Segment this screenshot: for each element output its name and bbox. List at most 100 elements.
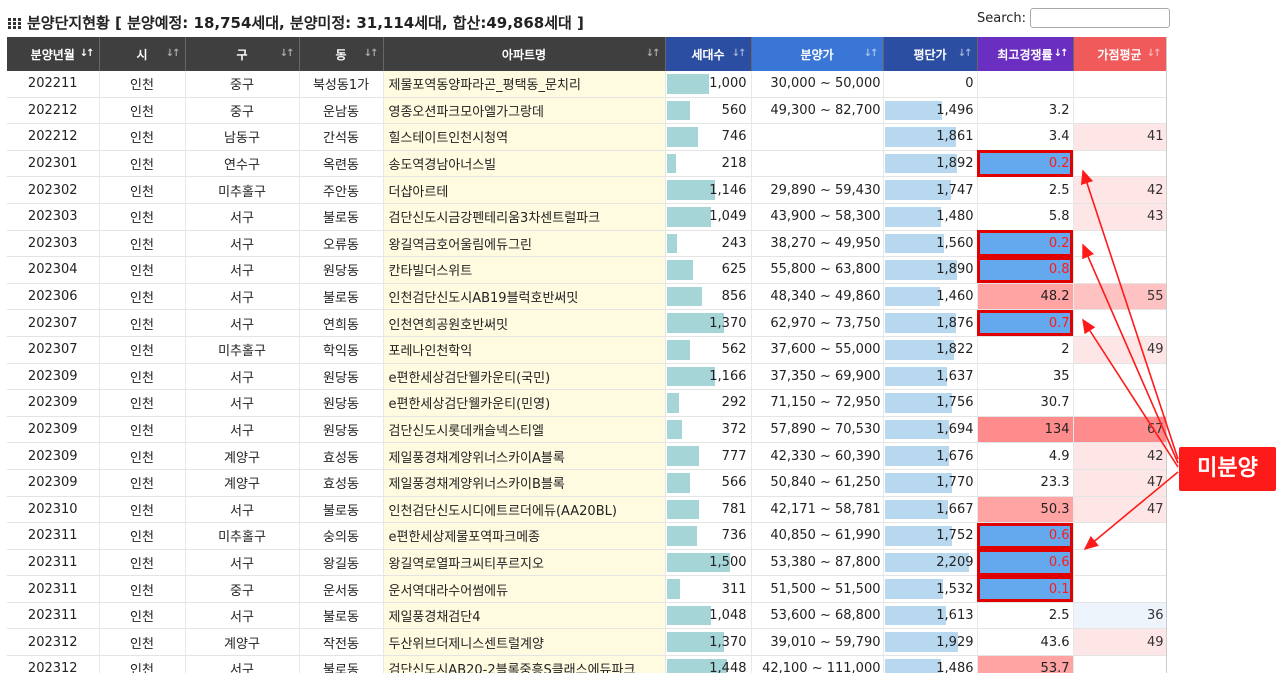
table-row[interactable]: 202310 인천 서구 불로동 인천검단신도시디에트르더에듀(AA20BL) 781 42… [7, 496, 1166, 524]
table-row[interactable]: 202309 인천 서구 원당동 e편한세상검단웰카운티(민영) 292 71,150 ~ … [7, 389, 1166, 417]
table-row[interactable]: 202309 인천 계양구 효성동 제일풍경채계양위너스카이B블록 566 50,840 ~… [7, 469, 1166, 497]
cell-apartment-name: 두산위브더제니스센트럴계양 [383, 628, 666, 657]
column-header-label: 시 [136, 47, 148, 62]
sort-icon[interactable]: ↓↑ [1053, 48, 1069, 59]
units-value: 566 [721, 475, 747, 491]
table-row[interactable]: 202306 인천 서구 불로동 인천검단신도시AB19블럭호반써밋 856 48,340 … [7, 283, 1166, 311]
units-bar [666, 472, 691, 493]
units-bar [666, 127, 698, 147]
column-header-gu[interactable]: 구 ↓↑ [185, 37, 300, 71]
search-input[interactable] [1030, 8, 1170, 28]
cell-units: 1,166 [665, 363, 752, 391]
sort-icon[interactable]: ↓↑ [731, 48, 747, 59]
column-header-dong[interactable]: 동 ↓↑ [299, 37, 384, 71]
units-value: 1,370 [709, 315, 747, 331]
cell-district: 서구 [185, 203, 300, 231]
cell-competition-rate-unsold: 0.2 [977, 230, 1074, 258]
sort-icon[interactable]: ↓↑ [645, 48, 661, 59]
cell-price-per-pyeong: 1,560 [883, 230, 978, 258]
cell-city: 인천 [99, 363, 186, 391]
units-bar [666, 659, 728, 673]
cell-district: 미추홀구 [185, 176, 300, 204]
cell-price-per-pyeong: 1,770 [883, 469, 978, 497]
cell-district: 서구 [185, 496, 300, 524]
unsold-callout: 미분양 [1179, 447, 1276, 491]
units-bar [666, 286, 703, 307]
sort-icon[interactable]: ↓↑ [363, 48, 379, 59]
table-row[interactable]: 202307 인천 미추홀구 학익동 포레나인천학익 562 37,600 ~ 55,000… [7, 336, 1166, 364]
cell-average-score [1073, 363, 1166, 391]
sort-icon[interactable]: ↓↑ [279, 48, 295, 59]
cell-city: 인천 [99, 123, 186, 151]
table-row[interactable]: 202309 인천 서구 원당동 검단신도시롯데캐슬넥스티엘 372 57,890 ~ 70… [7, 416, 1166, 444]
column-header-price[interactable]: 분양가 ↓↑ [751, 37, 884, 71]
cell-average-score: 43 [1073, 203, 1166, 231]
cell-neighborhood: 효성동 [299, 469, 384, 497]
units-bar [666, 180, 715, 200]
table-row[interactable]: 202311 인천 미추홀구 숭의동 e편한세상제물포역파크메종 736 40,850 ~ … [7, 522, 1166, 550]
price-per-pyeong-value: 1,560 [936, 235, 974, 251]
column-header-ppy[interactable]: 평단가 ↓↑ [883, 37, 978, 71]
table-row[interactable]: 202212 인천 남동구 간석동 힐스테이트인천시청역 746 1,861 3.4 41 [7, 123, 1166, 151]
table-row[interactable]: 202304 인천 서구 원당동 칸타빌더스위트 625 55,800 ~ 63,800 1,… [7, 256, 1166, 284]
cell-sale-price: 40,850 ~ 61,990 [751, 522, 884, 550]
table-row[interactable]: 202303 인천 서구 오류동 왕길역금호어울림에듀그린 243 38,270 ~ 49,… [7, 230, 1166, 258]
units-value: 625 [721, 262, 747, 278]
cell-price-per-pyeong: 1,747 [883, 176, 978, 204]
cell-price-per-pyeong: 1,532 [883, 575, 978, 603]
price-per-pyeong-bar [884, 393, 952, 413]
sort-icon[interactable]: ↓↑ [1146, 48, 1162, 59]
cell-average-score [1073, 522, 1166, 550]
table-row[interactable]: 202303 인천 서구 불로동 검단신도시금강펜테리움3차센트럴파크 1,049 43,9… [7, 203, 1166, 231]
table-row[interactable]: 202312 인천 서구 불로동 검단신도시AB20-2블록중흥S클래스에듀파크 1,44… [7, 655, 1166, 673]
cell-district: 서구 [185, 230, 300, 258]
sort-icon[interactable]: ↓↑ [79, 48, 95, 59]
units-bar [666, 74, 709, 94]
column-header-avg[interactable]: 가점평균 ↓↑ [1073, 37, 1166, 71]
column-header-ym[interactable]: 분양년월 ↓↑ [7, 37, 100, 71]
cell-apartment-name: 포레나인천학익 [383, 336, 666, 364]
column-header-label: 분양가 [800, 47, 834, 62]
sort-icon[interactable]: ↓↑ [165, 48, 181, 59]
cell-sale-price: 30,000 ~ 50,000 [751, 71, 884, 98]
column-header-apt[interactable]: 아파트명 ↓↑ [383, 37, 666, 71]
column-header-units[interactable]: 세대수 ↓↑ [665, 37, 752, 71]
price-per-pyeong-value: 1,676 [936, 448, 974, 464]
cell-units: 1,049 [665, 203, 752, 231]
table-row[interactable]: 202311 인천 서구 왕길동 왕길역로열파크씨티푸르지오 1,500 53,380 ~ … [7, 549, 1166, 577]
table-row[interactable]: 202309 인천 서구 원당동 e편한세상검단웰카운티(국민) 1,166 37,350 … [7, 363, 1166, 391]
table-row[interactable]: 202307 인천 서구 연희동 인천연희공원호반써밋 1,370 62,970 ~ 73,… [7, 309, 1166, 337]
cell-average-score: 49 [1073, 336, 1166, 364]
table-row[interactable]: 202301 인천 연수구 옥련동 송도역경남아너스빌 218 1,892 0.2 [7, 150, 1166, 178]
cell-units: 292 [665, 389, 752, 417]
cell-apartment-name: e편한세상검단웰카운티(국민) [383, 363, 666, 391]
column-header-si[interactable]: 시 ↓↑ [99, 37, 186, 71]
column-header-comp[interactable]: 최고경쟁률 ↓↑ [977, 37, 1074, 71]
cell-units: 311 [665, 575, 752, 603]
units-bar [666, 579, 680, 599]
cell-apartment-name: 운서역대라수어썸에듀 [383, 575, 666, 603]
cell-sale-month: 202307 [7, 336, 100, 364]
cell-units: 372 [665, 416, 752, 444]
cell-units: 566 [665, 469, 752, 497]
table-row[interactable]: 202311 인천 서구 불로동 제일풍경채검단4 1,048 53,600 ~ 68,80… [7, 602, 1166, 630]
sort-icon[interactable]: ↓↑ [863, 48, 879, 59]
cell-sale-month: 202301 [7, 150, 100, 178]
table-row[interactable]: 202311 인천 중구 운서동 운서역대라수어썸에듀 311 51,500 ~ 51,50… [7, 575, 1166, 603]
sort-icon[interactable]: ↓↑ [957, 48, 973, 59]
cell-price-per-pyeong: 1,694 [883, 416, 978, 444]
table-row[interactable]: 202212 인천 중구 운남동 영종오션파크모아엘가그랑데 560 49,300 ~ 82… [7, 97, 1166, 125]
cell-apartment-name: 검단신도시금강펜테리움3차센트럴파크 [383, 203, 666, 231]
table-row[interactable]: 202211 인천 중구 북성동1가 제물포역동양파라곤_평택동_문치리 1,000 30,… [7, 71, 1166, 98]
table-row[interactable]: 202312 인천 계양구 작전동 두산위브더제니스센트럴계양 1,370 39,010 ~… [7, 628, 1166, 657]
table-row[interactable]: 202309 인천 계양구 효성동 제일풍경채계양위너스카이A블록 777 42,330 ~… [7, 442, 1166, 470]
units-value: 243 [721, 235, 747, 251]
cell-neighborhood: 왕길동 [299, 549, 384, 577]
cell-average-score: 67 [1073, 416, 1166, 444]
cell-apartment-name: 제일풍경채계양위너스카이B블록 [383, 469, 666, 497]
units-value: 1,049 [709, 209, 747, 225]
cell-sale-price: 42,171 ~ 58,781 [751, 496, 884, 524]
price-per-pyeong-value: 1,637 [936, 368, 974, 384]
price-per-pyeong-bar [884, 366, 948, 387]
table-row[interactable]: 202302 인천 미추홀구 주안동 더샵아르테 1,146 29,890 ~ 59,430… [7, 176, 1166, 204]
